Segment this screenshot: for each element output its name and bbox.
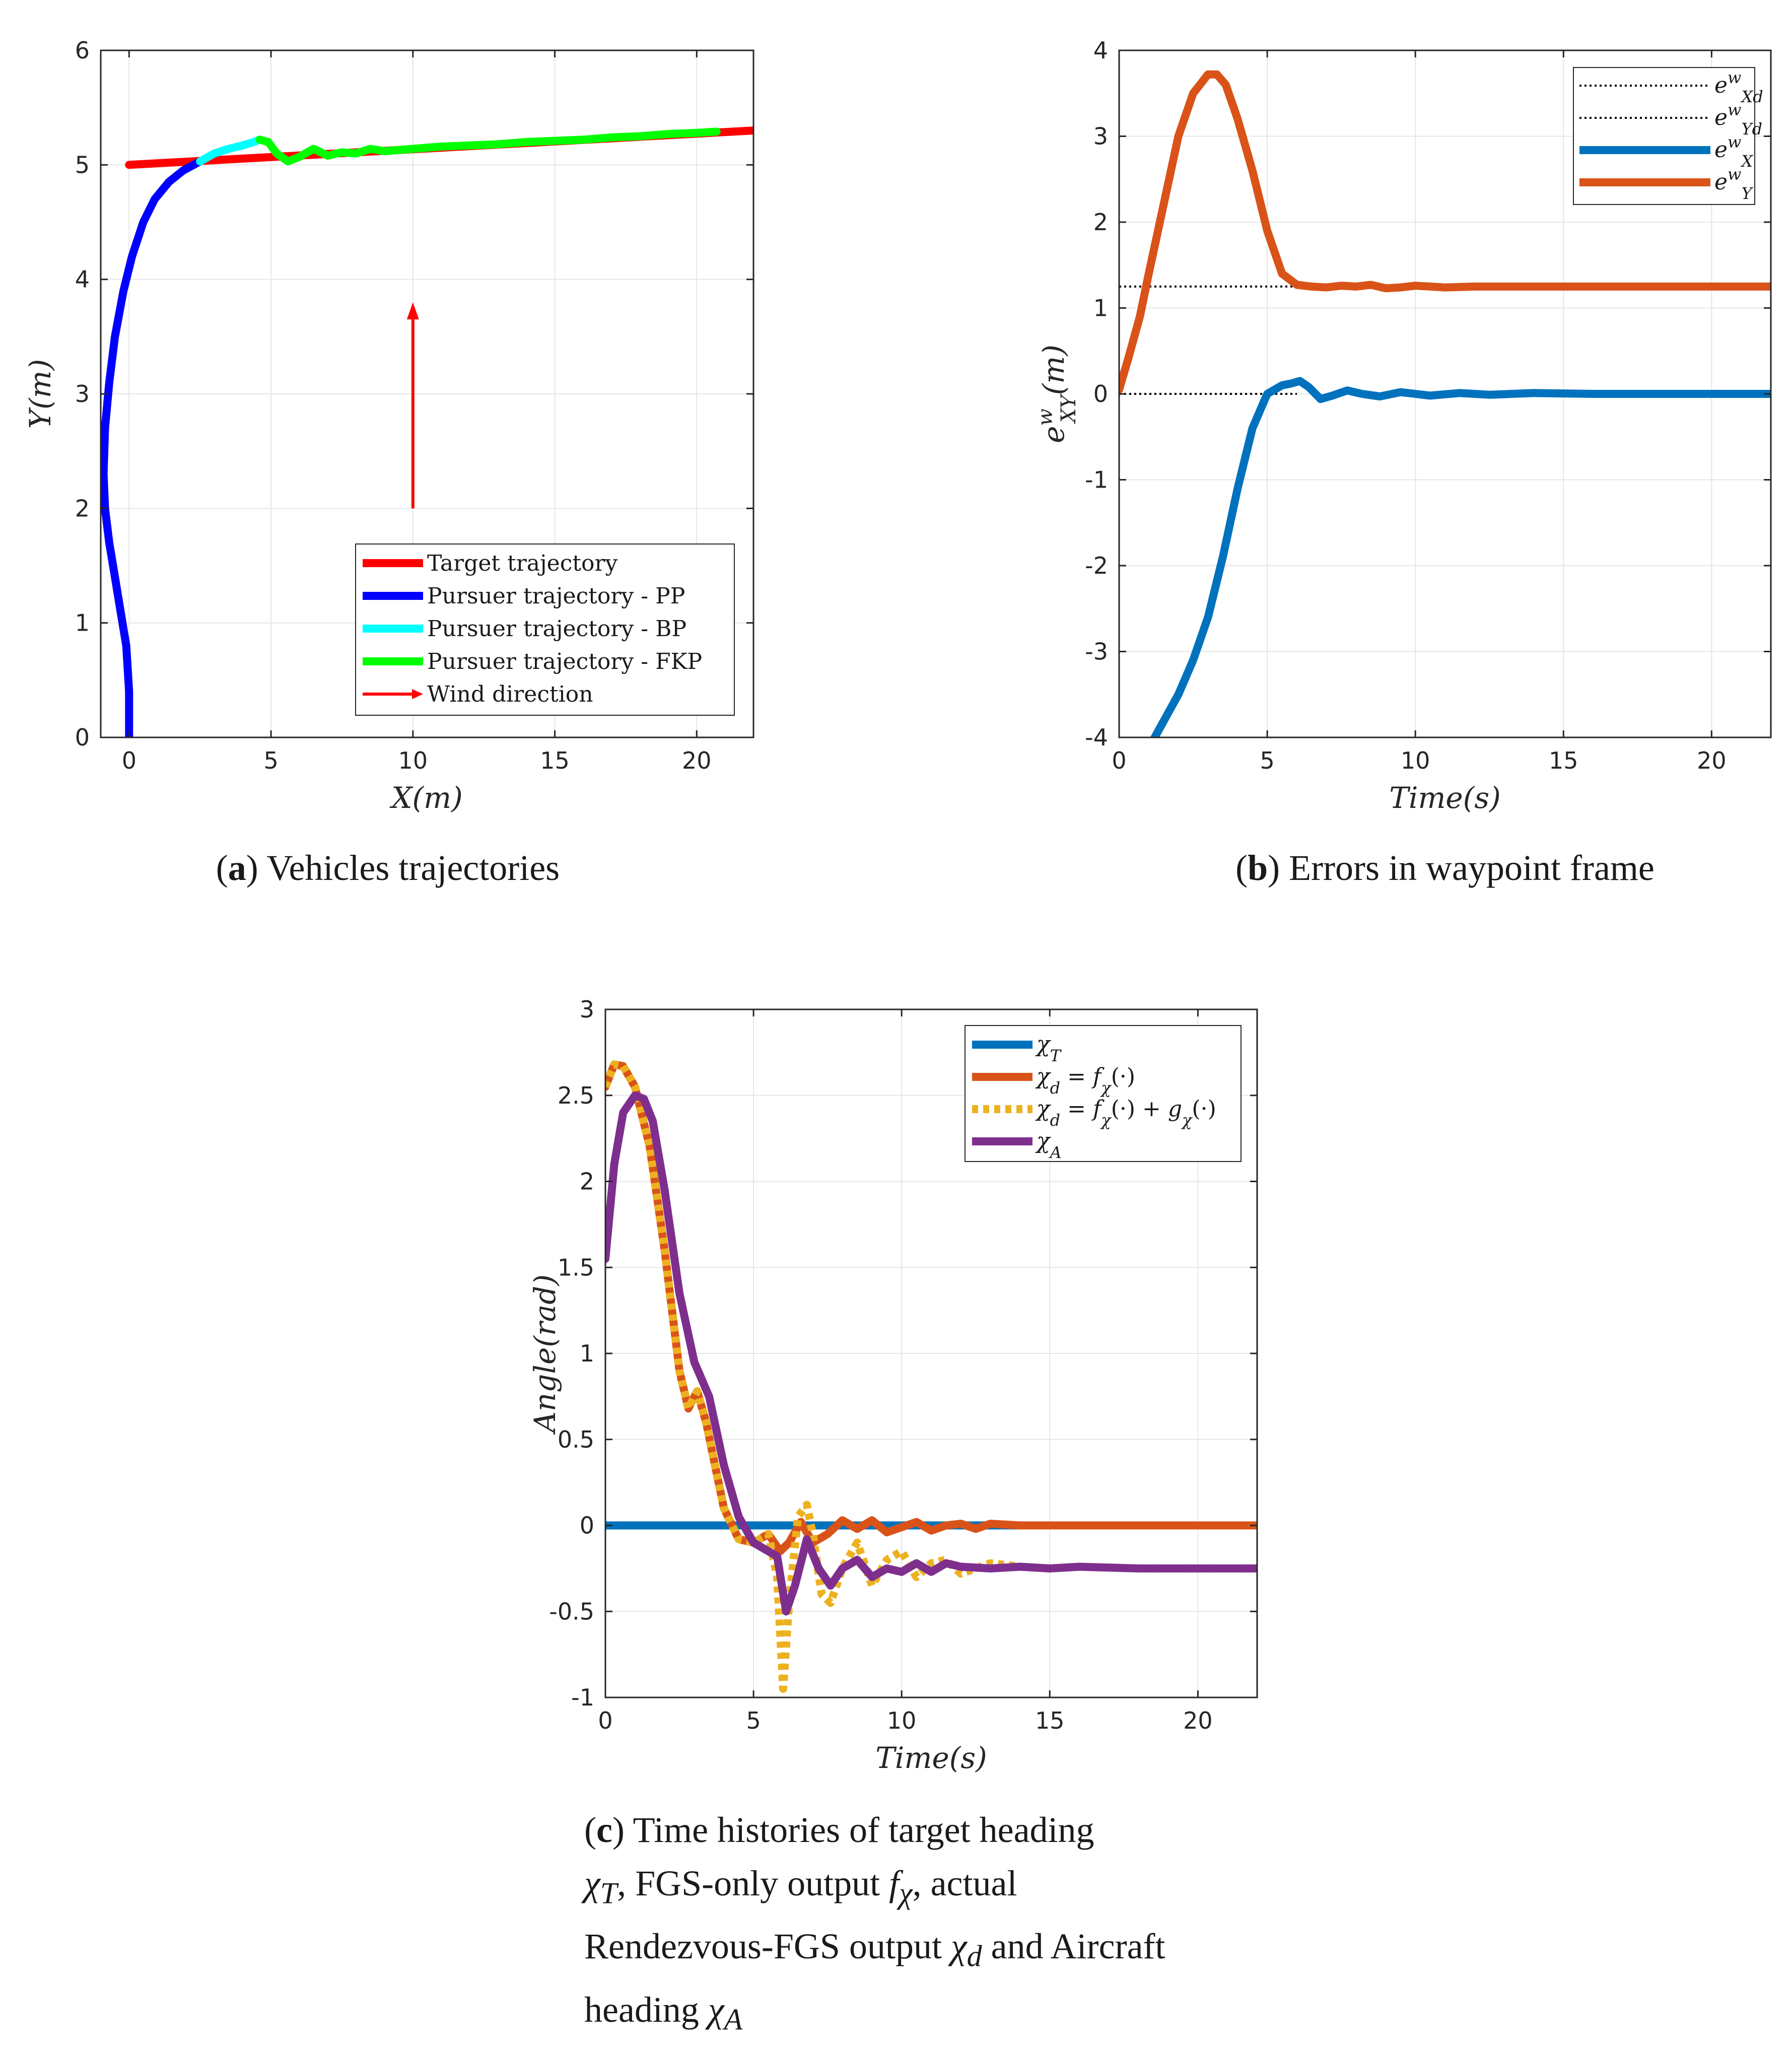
caption-a: (a) Vehicles trajectories bbox=[216, 848, 560, 888]
chart-vehicles-trajectories: 0 5 10 15 20 0 1 2 3 4 5 6 X(m) Y(m) Target trajectory… bbox=[23, 37, 754, 815]
y-tick-label: 6 bbox=[75, 37, 90, 64]
y-tick-label: 0 bbox=[1093, 380, 1108, 407]
y-axis-label: Y(m) bbox=[23, 359, 57, 429]
x-tick-label: 15 bbox=[1035, 1707, 1065, 1734]
wind-arrow-head bbox=[406, 302, 419, 320]
y-tick-label: 3 bbox=[580, 996, 594, 1023]
y-tick-label: -1 bbox=[571, 1684, 594, 1711]
x-tick-label: 10 bbox=[887, 1707, 917, 1734]
x-tick-label: 5 bbox=[1260, 747, 1274, 774]
legend-label: Pursuer trajectory - FKP bbox=[427, 649, 702, 674]
caption-b: (b) Errors in waypoint frame bbox=[1235, 848, 1655, 888]
legend-label: ewY bbox=[1714, 165, 1753, 203]
y-tick-label: -0.5 bbox=[549, 1598, 594, 1625]
y-tick-label: 3 bbox=[1093, 123, 1108, 150]
legend-label: ewYd bbox=[1714, 100, 1762, 139]
y-tick-label: 5 bbox=[75, 151, 90, 178]
legend-label: Wind direction bbox=[427, 681, 593, 707]
y-tick-label: 1 bbox=[580, 1340, 594, 1367]
series-line bbox=[605, 1091, 1257, 1616]
series-line bbox=[196, 135, 264, 166]
y-tick-label: 1 bbox=[1093, 295, 1108, 322]
y-tick-label: 2 bbox=[75, 495, 90, 522]
x-tick-label: 5 bbox=[746, 1707, 761, 1734]
series-group bbox=[605, 1060, 1257, 1693]
series-line bbox=[255, 127, 721, 166]
legend-label: χT bbox=[1035, 1032, 1062, 1065]
y-tick-label: 3 bbox=[75, 380, 90, 407]
y-tick-label: -4 bbox=[1085, 724, 1108, 751]
legend-label: χA bbox=[1035, 1128, 1062, 1162]
x-tick-label: 20 bbox=[682, 747, 712, 774]
x-tick-label: 5 bbox=[263, 747, 278, 774]
y-axis-label: Angle(rad) bbox=[528, 1274, 562, 1435]
y-tick-label: 4 bbox=[75, 266, 90, 293]
y-tick-label: 2 bbox=[1093, 209, 1108, 236]
x-tick-label: 15 bbox=[540, 747, 570, 774]
series-group bbox=[1119, 70, 1771, 737]
y-tick-label: 1 bbox=[75, 609, 90, 637]
y-axis-label: ewXY(m) bbox=[1034, 345, 1080, 443]
legend-label: Target trajectory bbox=[427, 551, 618, 576]
y-tick-label: -3 bbox=[1085, 638, 1108, 665]
x-tick-label: 0 bbox=[122, 747, 136, 774]
x-tick-label: 0 bbox=[598, 1707, 612, 1734]
x-tick-label: 10 bbox=[398, 747, 428, 774]
legend-label: Pursuer trajectory - BP bbox=[427, 616, 686, 642]
legend-label: Pursuer trajectory - PP bbox=[427, 583, 685, 609]
x-axis-label: Time(s) bbox=[875, 1741, 987, 1775]
x-tick-label: 15 bbox=[1549, 747, 1578, 774]
series-line bbox=[1119, 70, 1771, 394]
y-tick-label: 0 bbox=[75, 724, 90, 751]
x-axis-label: X(m) bbox=[389, 781, 463, 815]
y-tick-label: 2 bbox=[580, 1168, 594, 1195]
x-axis-label: Time(s) bbox=[1389, 781, 1501, 815]
chart-heading-time-histories: 0 5 10 15 20 -1 -0.5 0 0.5 1 1.5 2 2.5 3 Time(s) Angle(… bbox=[528, 996, 1258, 1775]
legend-label: ewX bbox=[1714, 132, 1753, 171]
y-tick-label: 0 bbox=[580, 1512, 594, 1539]
y-tick-label: 0.5 bbox=[558, 1426, 594, 1453]
y-tick-label: 4 bbox=[1093, 37, 1108, 64]
legend-label: ewXd bbox=[1714, 68, 1763, 106]
chart-waypoint-errors: 0 5 10 15 20-4-3-2-101234Time(s)ewXY(m)ewXde… bbox=[1034, 37, 1772, 815]
series-line bbox=[605, 1060, 1257, 1693]
series-line bbox=[1150, 377, 1771, 737]
y-tick-label: -1 bbox=[1085, 466, 1108, 494]
series-line bbox=[101, 157, 204, 737]
y-tick-label: -2 bbox=[1085, 552, 1108, 579]
x-tick-label: 20 bbox=[1697, 747, 1727, 774]
legend-label: χd = fχ(·) + gχ(·) bbox=[1035, 1096, 1216, 1130]
legend-swatch bbox=[412, 689, 423, 699]
x-tick-label: 20 bbox=[1183, 1707, 1213, 1734]
caption-c: (c) Time histories of target heading χT,… bbox=[584, 1810, 1165, 2036]
series-group bbox=[101, 126, 753, 737]
x-tick-label: 10 bbox=[1401, 747, 1430, 774]
x-tick-label: 0 bbox=[1112, 747, 1126, 774]
y-tick-label: 1.5 bbox=[558, 1254, 594, 1281]
y-tick-label: 2.5 bbox=[558, 1082, 594, 1109]
